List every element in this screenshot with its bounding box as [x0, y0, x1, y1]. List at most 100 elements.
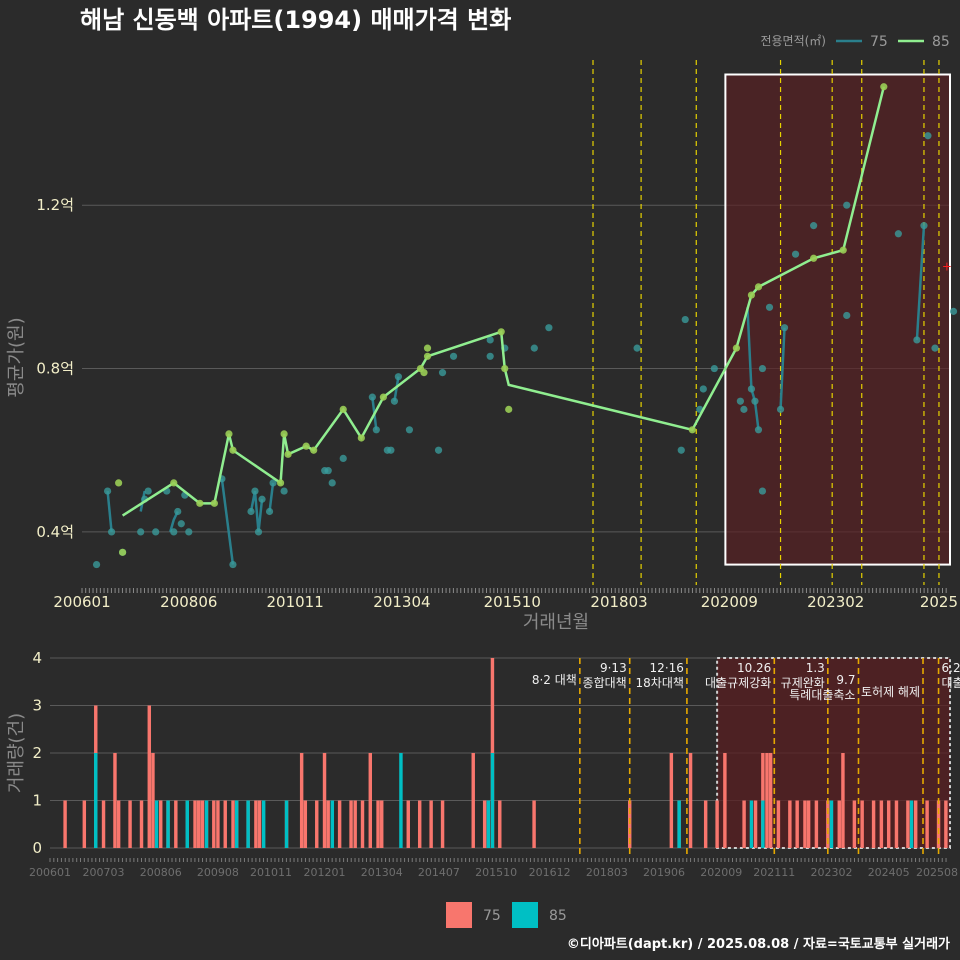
bar-75-59 — [768, 753, 773, 848]
series-75-point-33 — [405, 426, 414, 434]
bar-75-35 — [360, 800, 365, 848]
series-75-point-60 — [843, 311, 851, 320]
series-85-point-28 — [880, 83, 888, 91]
series-75-line-11 — [779, 327, 786, 410]
bar-85-12 — [490, 753, 495, 848]
bar-75-24 — [254, 800, 258, 848]
bar-75-69 — [852, 800, 857, 848]
series-85-point-10 — [302, 442, 310, 450]
series-75-point-57 — [780, 324, 789, 332]
series-85-point-23 — [732, 344, 741, 352]
series-75-point-9 — [170, 528, 178, 536]
bar-75-36 — [368, 753, 373, 848]
series-85-point-20 — [501, 364, 509, 373]
series-75-point-61 — [843, 201, 851, 209]
series-85-point-21 — [505, 405, 513, 413]
annotation-2-line-0: 12·16 — [650, 661, 684, 675]
series-75-point-63 — [913, 336, 921, 344]
bar-85-10 — [399, 753, 403, 848]
bar-75-68 — [841, 753, 845, 848]
bar-75-27 — [299, 753, 304, 848]
volume-x-tick-6: 201304 — [361, 866, 403, 879]
annotation-2-line-1: 18차대책 — [636, 675, 684, 690]
bar-75-75 — [906, 800, 910, 848]
volume-y-tick-0: 0 — [32, 839, 42, 857]
price-policy-lines — [592, 60, 940, 585]
bar-75-29 — [315, 800, 319, 848]
bar-75-62 — [795, 800, 799, 848]
price-x-tick-8: 2025 — [920, 593, 958, 611]
volume-x-tick-15: 202405 — [868, 866, 910, 879]
price-panel: 0.4억0.8억1.2억 + 200601 200806 201011 201304 2… — [6, 60, 958, 633]
series-75-line-0 — [106, 490, 113, 533]
series-75-line-10 — [746, 307, 760, 430]
volume-x-tick-11: 201906 — [643, 866, 685, 879]
bar-75-47 — [532, 800, 536, 848]
bar-75-21 — [231, 800, 235, 848]
price-highlight-box — [724, 73, 951, 566]
price-x-tick-0: 200601 — [53, 593, 110, 611]
series-75-point-21 — [269, 479, 277, 487]
annotation-3-line-1: 대출규제강화 — [705, 676, 771, 690]
annotation-0-line-0: 8·2 대책 — [532, 672, 577, 687]
series-75-point-52 — [754, 426, 763, 434]
annotation-3-line-0: 10.26 — [737, 661, 771, 675]
bar-75-25 — [257, 800, 262, 848]
bar-85-16 — [829, 800, 834, 848]
bar-75-67 — [837, 800, 841, 848]
bar-75-6 — [128, 800, 132, 848]
series-75-point-17 — [251, 487, 259, 495]
price-x-tick-6: 202009 — [701, 593, 758, 611]
series-75-point-64 — [920, 222, 928, 230]
volume-x-tick-13: 202111 — [753, 866, 795, 879]
price-x-axis-title: 거래년월 — [523, 612, 589, 633]
bar-75-78 — [936, 800, 941, 848]
bar-75-5 — [116, 800, 121, 848]
bar-75-14 — [193, 800, 197, 848]
bar-75-37 — [376, 800, 380, 848]
legend-label-85: 85 — [932, 34, 950, 50]
bar-75-65 — [814, 800, 819, 848]
volume-y-tick-1: 1 — [32, 792, 42, 810]
bar-75-76 — [913, 800, 918, 848]
series-75-point-22 — [280, 487, 288, 495]
bar-75-60 — [776, 800, 781, 848]
footer-credit: ©디아파트(dapt.kr) / 2025.08.08 / 자료=국토교통부 실… — [567, 936, 950, 952]
series-75-point-54 — [758, 364, 767, 373]
volume-x-tick-10: 201803 — [586, 866, 628, 879]
bar-75-52 — [703, 800, 708, 848]
series-75-point-27 — [368, 393, 376, 401]
series-75-point-44 — [681, 315, 689, 324]
series-75-point-47 — [710, 364, 718, 373]
series-75-point-67 — [949, 307, 958, 315]
price-x-axis: 200601 200806 201011 201304 201510 201803 2020… — [53, 588, 958, 611]
volume-x-tick-9: 201612 — [529, 866, 571, 879]
bar-75-16 — [200, 800, 205, 848]
bar-75-64 — [806, 800, 811, 848]
annotation-4-line-1: 규제완화 — [781, 676, 825, 690]
series-85-point-17 — [423, 352, 432, 360]
series-75-point-25 — [328, 479, 336, 487]
series-75-point-41 — [545, 324, 553, 332]
bar-85-2 — [166, 800, 170, 848]
bar-75-12 — [174, 800, 178, 848]
volume-x-tick-8: 201510 — [475, 866, 517, 879]
bar-85-6 — [246, 800, 250, 848]
bar-85-13 — [677, 800, 681, 848]
volume-bars — [63, 658, 948, 848]
series-75-point-65 — [924, 132, 932, 140]
bar-85-4 — [204, 800, 209, 848]
legend-title: 전용면적(㎡) — [760, 34, 826, 48]
legend-swatch-85 — [512, 902, 538, 928]
bar-75-53 — [715, 800, 719, 848]
bar-75-18 — [212, 800, 216, 848]
series-85-point-27 — [839, 246, 847, 254]
series-85-point-7 — [276, 479, 285, 487]
volume-y-tick-2: 2 — [32, 744, 42, 762]
bar-75-79 — [944, 800, 948, 848]
bar-75-41 — [429, 800, 433, 848]
series-75-line-3 — [220, 478, 235, 565]
bar-75-63 — [803, 800, 807, 848]
series-85-point-2 — [170, 479, 178, 487]
series-75-point-42 — [633, 344, 641, 352]
